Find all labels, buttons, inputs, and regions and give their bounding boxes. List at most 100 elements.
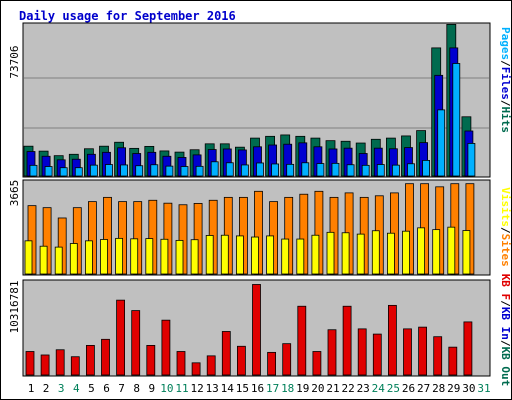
- legend-part-1: /: [499, 227, 512, 234]
- bar-visits-day-30: [462, 230, 471, 275]
- bar-kb-day-18: [282, 343, 292, 376]
- day-label-14: 14: [221, 382, 235, 395]
- day-label-18: 18: [281, 382, 294, 395]
- bar-visits-day-25: [386, 232, 395, 275]
- day-label-21: 21: [326, 382, 339, 395]
- day-label-24: 24: [372, 382, 386, 395]
- bar-pages-day-18: [286, 163, 295, 177]
- bar-visits-day-3: [54, 246, 63, 275]
- bar-pages-day-4: [74, 167, 83, 177]
- bar-visits-day-19: [296, 238, 305, 275]
- bar-visits-day-9: [145, 238, 154, 275]
- bar-kb-day-1: [25, 351, 35, 376]
- bar-kb-day-22: [342, 305, 352, 376]
- bar-kb-day-19: [297, 305, 307, 376]
- bar-visits-day-21: [326, 231, 335, 275]
- bar-visits-day-29: [447, 226, 456, 275]
- bar-pages-day-6: [105, 164, 113, 177]
- bar-pages-day-26: [407, 163, 415, 177]
- bar-kb-day-23: [357, 328, 367, 376]
- requests-ymax-label: 73706: [8, 45, 21, 78]
- bar-visits-day-17: [266, 235, 275, 275]
- legend-part-3: /: [499, 100, 512, 107]
- bar-kb-day-14: [221, 331, 231, 376]
- day-label-23: 23: [357, 382, 370, 395]
- day-label-16: 16: [251, 382, 264, 395]
- day-label-25: 25: [387, 382, 400, 395]
- bar-pages-day-16: [256, 162, 264, 177]
- bar-pages-day-12: [195, 165, 204, 177]
- bar-pages-day-19: [301, 162, 310, 177]
- bar-visits-day-13: [205, 235, 214, 275]
- bar-visits-day-27: [417, 227, 426, 275]
- bar-kb-day-16: [252, 284, 261, 376]
- bar-visits-day-20: [311, 234, 320, 275]
- day-label-30: 30: [462, 382, 475, 395]
- traffic-panel: [22, 279, 491, 377]
- bar-visits-day-8: [130, 238, 139, 275]
- day-label-2: 2: [43, 382, 50, 395]
- bar-kb-day-21: [327, 329, 337, 376]
- bar-visits-day-2: [39, 245, 48, 275]
- bar-visits-day-5: [85, 240, 93, 275]
- bar-visits-day-23: [356, 233, 365, 275]
- bar-visits-day-28: [432, 229, 441, 275]
- day-label-4: 4: [73, 382, 80, 395]
- bar-pages-day-24: [376, 164, 385, 177]
- bar-visits-day-18: [281, 238, 290, 275]
- bar-kb-day-15: [236, 345, 246, 376]
- bar-kb-day-20: [312, 351, 322, 376]
- day-label-8: 8: [133, 382, 140, 395]
- day-label-3: 3: [58, 382, 65, 395]
- bar-pages-day-25: [391, 164, 400, 177]
- day-label-22: 22: [341, 382, 354, 395]
- bar-kb-day-13: [206, 355, 216, 376]
- day-label-26: 26: [402, 382, 415, 395]
- legend-part-3: /: [499, 340, 512, 347]
- bar-pages-day-11: [180, 166, 189, 177]
- bar-visits-day-12: [190, 239, 199, 275]
- bar-kb-day-27: [418, 326, 428, 376]
- day-label-10: 10: [160, 382, 173, 395]
- day-label-5: 5: [88, 382, 95, 395]
- day-label-7: 7: [118, 382, 125, 395]
- bar-pages-day-8: [135, 165, 144, 177]
- day-label-1: 1: [28, 382, 35, 395]
- legend-part-0: Visits: [499, 187, 512, 227]
- bar-visits-day-6: [100, 239, 108, 275]
- bar-pages-day-10: [165, 165, 174, 177]
- legend-part-0: KB F: [499, 274, 512, 301]
- bar-kb-day-24: [372, 333, 382, 376]
- bar-visits-day-16: [251, 236, 259, 275]
- visitors-legend: Visits/Sites: [499, 187, 512, 267]
- bar-visits-day-15: [235, 235, 244, 275]
- bar-visits-day-11: [175, 239, 184, 275]
- bar-visits-day-7: [115, 237, 123, 275]
- bar-kb-day-12: [191, 362, 201, 376]
- bar-visits-day-1: [24, 240, 33, 275]
- bar-pages-day-28: [437, 109, 446, 177]
- bar-pages-day-29: [452, 63, 461, 177]
- bar-kb-day-26: [403, 328, 412, 376]
- day-label-29: 29: [447, 382, 460, 395]
- bar-pages-day-27: [422, 160, 431, 177]
- bar-pages-day-22: [346, 164, 355, 177]
- traffic-ymax-label: 10316781: [8, 281, 21, 334]
- bar-pages-day-3: [59, 167, 68, 177]
- bar-visits-day-26: [402, 230, 410, 275]
- bar-kb-day-30: [463, 321, 473, 376]
- bar-pages-day-17: [271, 163, 280, 177]
- bar-kb-day-9: [146, 345, 156, 376]
- bar-kb-day-7: [116, 299, 125, 376]
- bar-kb-day-28: [433, 336, 443, 376]
- visitors-panel: [22, 179, 491, 276]
- legend-part-2: Sites: [499, 234, 512, 267]
- bar-kb-day-3: [55, 349, 65, 376]
- bar-visits-day-4: [69, 243, 78, 275]
- bar-visits-day-14: [220, 234, 229, 275]
- legend-part-1: /: [499, 300, 512, 307]
- bar-kb-day-6: [101, 338, 110, 376]
- bar-kb-day-8: [131, 310, 141, 376]
- visitors-ymax-label: 3665: [8, 180, 21, 207]
